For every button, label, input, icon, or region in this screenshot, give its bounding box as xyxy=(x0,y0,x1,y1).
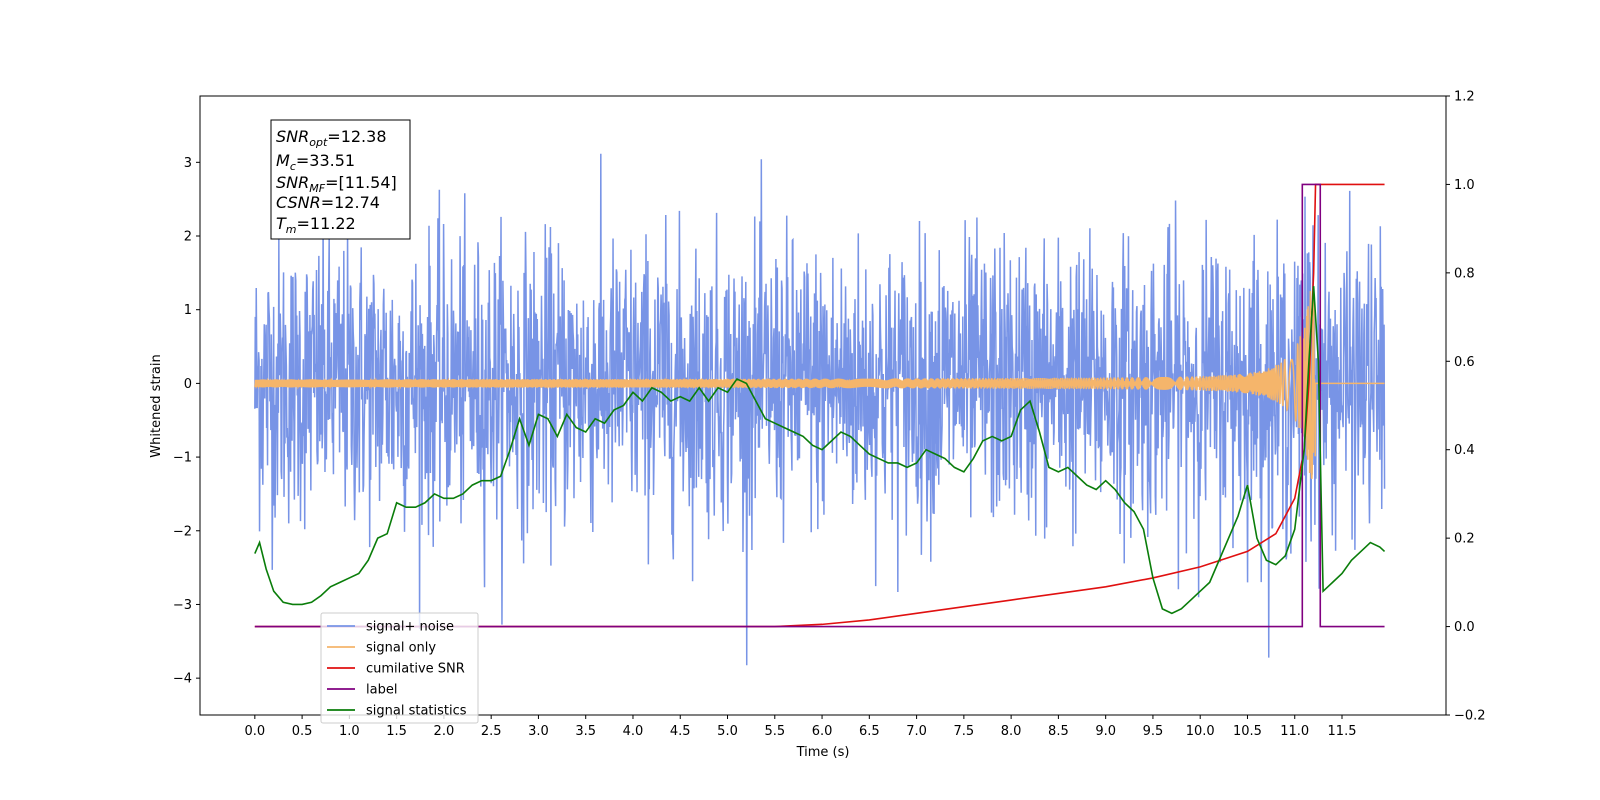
svg-text:SNRopt=12.38: SNRopt=12.38 xyxy=(276,127,387,149)
x-tick-label: 7.0 xyxy=(906,724,927,739)
annotation-tm: =11.22 xyxy=(297,214,356,233)
x-tick-label: 11.0 xyxy=(1280,724,1309,739)
x-tick-label: 9.5 xyxy=(1143,724,1164,739)
legend-label: signal only xyxy=(366,641,436,656)
y-left-tick-label: −1 xyxy=(173,451,192,466)
annotation-box: SNRopt=12.38 Mc=33.51 SNRMF=[11.54] CSNR… xyxy=(270,119,411,240)
x-tick-label: 2.0 xyxy=(434,724,455,739)
legend-label: label xyxy=(366,683,397,698)
y-left-tick-label: 2 xyxy=(184,230,192,245)
x-tick-label: 0.5 xyxy=(292,724,313,739)
x-tick-label: 8.0 xyxy=(1001,724,1022,739)
y-axis-left: 3 2 1 0 −1 −2 −3 −4 xyxy=(173,156,200,687)
y-left-tick-label: 1 xyxy=(184,303,192,318)
y-right-tick-label: 0.4 xyxy=(1454,443,1475,458)
series-cumulative-snr xyxy=(254,183,1385,628)
x-tick-label: 11.5 xyxy=(1328,724,1357,739)
x-tick-label: 3.5 xyxy=(575,724,596,739)
svg-text:Mc=33.51: Mc=33.51 xyxy=(276,151,355,173)
x-tick-label: 4.5 xyxy=(670,724,691,739)
series-label xyxy=(254,183,1385,628)
plot-frame xyxy=(199,95,1447,716)
y-axis-label: Whitened strain xyxy=(149,354,164,457)
x-tick-label: 0.0 xyxy=(244,724,265,739)
x-tick-label: 3.0 xyxy=(528,724,549,739)
legend: signal+ noise signal only cumilative SNR la… xyxy=(320,612,479,724)
x-tick-label: 1.0 xyxy=(339,724,360,739)
x-tick-label: 8.5 xyxy=(1048,724,1069,739)
y-right-tick-label: 0.8 xyxy=(1454,266,1475,281)
legend-label: signal statistics xyxy=(366,704,467,719)
x-tick-label: 9.0 xyxy=(1095,724,1116,739)
x-tick-label: 2.5 xyxy=(481,724,502,739)
x-tick-label: 4.0 xyxy=(623,724,644,739)
y-left-tick-label: 3 xyxy=(184,156,192,171)
y-right-tick-label: 0.2 xyxy=(1454,532,1475,547)
svg-text:SNRMF=[11.54]: SNRMF=[11.54] xyxy=(276,173,397,195)
y-right-tick-label: 0.6 xyxy=(1454,355,1475,370)
x-tick-label: 6.0 xyxy=(812,724,833,739)
series-signal-statistics xyxy=(254,286,1386,615)
legend-label: cumilative SNR xyxy=(366,662,465,677)
x-tick-label: 10.0 xyxy=(1186,724,1215,739)
annotation-mc: =33.51 xyxy=(296,151,355,170)
x-tick-label: 5.5 xyxy=(764,724,785,739)
y-right-tick-label: 1.0 xyxy=(1454,178,1475,193)
legend-label: signal+ noise xyxy=(366,620,454,635)
x-axis-label: Time (s) xyxy=(796,745,850,760)
y-left-tick-label: 0 xyxy=(184,377,192,392)
x-tick-label: 7.5 xyxy=(954,724,975,739)
annotation-csnr: =12.74 xyxy=(321,193,380,212)
annotation-snr-opt: =12.38 xyxy=(327,127,386,146)
y-right-tick-label: 1.2 xyxy=(1454,90,1475,105)
x-tick-label: 5.0 xyxy=(717,724,738,739)
y-right-tick-label: −0.2 xyxy=(1454,709,1486,724)
y-left-tick-label: −4 xyxy=(173,672,192,687)
svg-text:Tm=11.22: Tm=11.22 xyxy=(276,214,356,236)
x-tick-label: 10.5 xyxy=(1233,724,1262,739)
series-signal-noise xyxy=(254,153,1386,666)
y-right-tick-label: 0.0 xyxy=(1454,620,1475,635)
x-tick-label: 6.5 xyxy=(859,724,880,739)
y-left-tick-label: −2 xyxy=(173,524,192,539)
annotation-snr-mf: =[11.54] xyxy=(325,173,397,192)
x-tick-label: 1.5 xyxy=(386,724,407,739)
svg-text:CSNR=12.74: CSNR=12.74 xyxy=(276,193,380,212)
series-signal-only xyxy=(254,287,1385,480)
y-axis-right: 1.2 1.0 0.8 0.6 0.4 0.2 0.0 −0.2 xyxy=(1446,90,1486,724)
x-axis: 0.0 0.5 1.0 1.5 2.0 2.5 3.0 3.5 4.0 4.5 5.0 5.5 6.0 6… xyxy=(244,715,1356,739)
series-layer xyxy=(254,153,1386,666)
y-left-tick-label: −3 xyxy=(173,598,192,613)
